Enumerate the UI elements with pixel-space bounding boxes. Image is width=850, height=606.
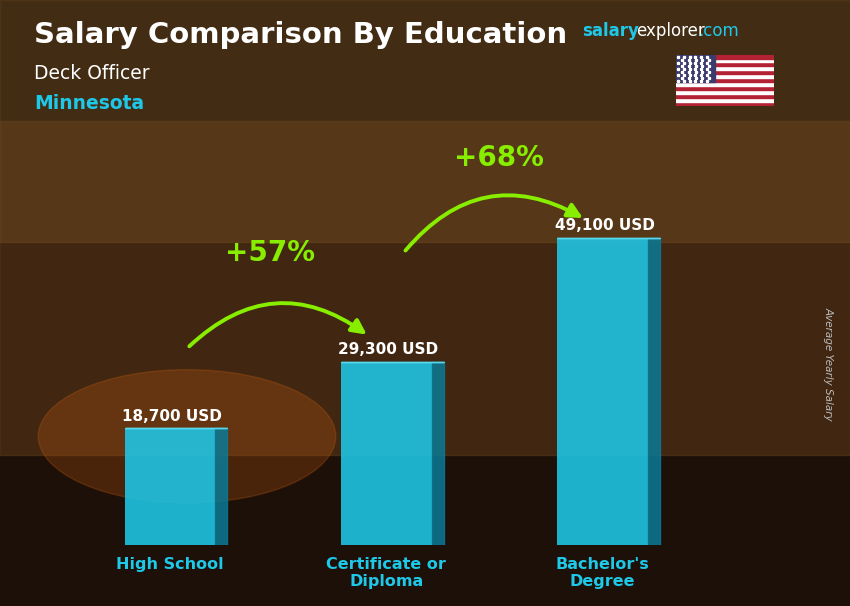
Bar [676, 82, 774, 86]
Bar [676, 55, 774, 59]
Text: 49,100 USD: 49,100 USD [555, 218, 654, 233]
Text: 18,700 USD: 18,700 USD [122, 409, 222, 424]
Text: .com: .com [698, 22, 739, 41]
Ellipse shape [38, 370, 336, 503]
Text: +68%: +68% [454, 144, 544, 171]
Text: +57%: +57% [224, 239, 314, 267]
Text: Salary Comparison By Education: Salary Comparison By Education [34, 21, 567, 49]
Bar [676, 98, 774, 102]
Bar [676, 70, 774, 75]
Bar [676, 75, 774, 78]
Polygon shape [649, 238, 660, 545]
Bar [125, 428, 215, 545]
Bar [676, 62, 774, 67]
Bar [0, 0, 850, 242]
Bar [676, 86, 774, 90]
Polygon shape [215, 428, 227, 545]
Polygon shape [432, 362, 444, 545]
Text: Minnesota: Minnesota [34, 94, 144, 113]
Bar [341, 362, 432, 545]
Bar [676, 94, 774, 98]
Bar [676, 90, 774, 94]
Text: Average Yearly Salary: Average Yearly Salary [824, 307, 834, 421]
Bar [558, 238, 649, 545]
Text: explorer: explorer [636, 22, 705, 41]
Bar [676, 102, 774, 106]
Text: Deck Officer: Deck Officer [34, 64, 150, 82]
Bar [0, 121, 850, 454]
Bar [676, 55, 715, 82]
Bar [676, 67, 774, 70]
Text: 29,300 USD: 29,300 USD [338, 342, 439, 358]
Bar [676, 59, 774, 62]
Text: salary: salary [582, 22, 639, 41]
Bar [676, 78, 774, 82]
